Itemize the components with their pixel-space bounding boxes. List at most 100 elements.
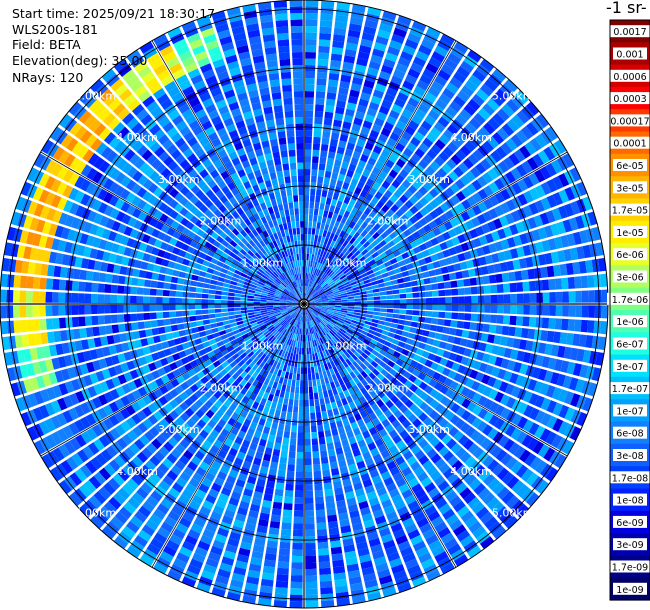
ppi-gate [327, 296, 335, 299]
ppi-gate [313, 359, 317, 367]
ppi-gate [515, 282, 524, 292]
ppi-gate [436, 234, 445, 244]
ppi-gate [479, 83, 494, 97]
ppi-gate [410, 136, 421, 147]
ppi-gate [417, 279, 425, 286]
ppi-gate [341, 161, 350, 170]
ppi-gate [307, 240, 311, 248]
ppi-gate [6, 274, 15, 288]
ppi-gate [356, 218, 364, 227]
ppi-gate [343, 210, 351, 219]
ppi-gate [327, 520, 339, 529]
ppi-gate [343, 196, 351, 205]
ppi-gate [393, 189, 403, 199]
ppi-gate [350, 10, 365, 20]
ppi-gate [298, 406, 304, 413]
ppi-gate [294, 393, 299, 400]
ppi-gate [458, 296, 465, 304]
ppi-gate [0, 305, 7, 319]
ppi-gate [451, 136, 464, 149]
ppi-gate [365, 244, 374, 252]
ppi-gate [323, 285, 330, 291]
ppi-gate [301, 354, 304, 361]
ppi-gate [334, 220, 341, 229]
ppi-gate [482, 172, 493, 184]
ppi-gate [354, 304, 361, 307]
ppi-gate [466, 183, 477, 195]
ppi-gate [459, 261, 468, 270]
ppi-gate [594, 305, 602, 319]
ppi-gate [322, 183, 329, 191]
ppi-gate [364, 141, 375, 151]
ppi-gate [322, 283, 328, 289]
ppi-gate [305, 529, 316, 537]
ppi-gate [472, 149, 484, 161]
ppi-gate [304, 286, 306, 293]
ppi-gate [169, 318, 177, 325]
ppi-gate [353, 250, 361, 257]
ppi-gate [354, 275, 362, 281]
ppi-gate [305, 273, 308, 280]
ppi-gate [362, 198, 370, 207]
ppi-gate [293, 516, 303, 524]
ppi-gate [275, 436, 283, 444]
ppi-gate [353, 117, 363, 126]
ppi-gate [516, 246, 525, 258]
ppi-gate [419, 304, 426, 310]
ppi-gate [280, 450, 288, 458]
ppi-gate [318, 45, 330, 54]
ppi-gate [307, 266, 310, 274]
ppi-gate [528, 172, 540, 186]
ppi-gate [234, 300, 241, 304]
ppi-gate [434, 206, 445, 216]
ppi-gate [104, 284, 112, 293]
ppi-gate [214, 308, 222, 313]
ppi-gate [456, 320, 465, 329]
ppi-gate [409, 195, 419, 205]
ppi-gate [412, 246, 422, 254]
ppi-ray [308, 242, 605, 304]
ppi-gate [304, 201, 309, 209]
ppi-gate [335, 106, 345, 115]
ppi-gate [348, 244, 355, 252]
ppi-gate [78, 281, 86, 292]
ppi-gate [320, 236, 326, 244]
ppi-gate [287, 378, 292, 386]
ppi-gate [304, 490, 314, 498]
ppi-gate [323, 237, 329, 245]
ppi-gate [222, 316, 230, 321]
ppi-gate [450, 280, 458, 288]
ppi-gate [383, 235, 392, 244]
ppi-gate [272, 395, 279, 403]
ppi-gate [418, 310, 426, 317]
ppi-gate [320, 294, 327, 298]
ppi-gate [425, 291, 433, 298]
ppi-gate [385, 174, 395, 184]
ppi-gate [201, 293, 209, 299]
ppi-gate [352, 289, 360, 294]
ppi-gate [315, 97, 325, 105]
ppi-gate [370, 262, 378, 269]
ppi-gate [348, 23, 362, 32]
ppi-gate [315, 262, 320, 269]
ppi-gate [418, 142, 430, 154]
ppi-gate [304, 393, 309, 400]
ppi-gate [305, 292, 307, 300]
ppi-gate [506, 99, 520, 113]
ppi-gate [440, 63, 455, 76]
ppi-gate [449, 100, 462, 113]
ppi-gate [466, 208, 476, 219]
ppi-gate [458, 304, 465, 312]
ppi-gate [362, 275, 370, 281]
ppi-gate [32, 291, 40, 303]
ppi-gate [359, 313, 367, 317]
ppi-gate [270, 514, 281, 523]
ppi-gate [516, 110, 530, 124]
ppi-gate [354, 144, 364, 154]
ppi-gate [389, 274, 397, 281]
ppi-gate [277, 469, 286, 477]
ppi-gate [334, 186, 342, 194]
ppi-gate [379, 291, 387, 296]
ppi-gate [336, 214, 343, 223]
ppi-gate [327, 246, 333, 254]
